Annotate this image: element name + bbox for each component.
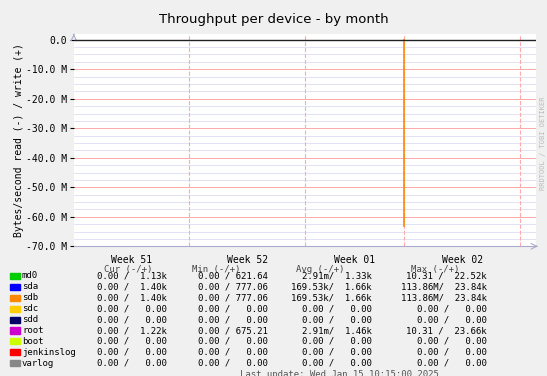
Text: 0.00 /   0.00: 0.00 / 0.00 [198, 315, 268, 324]
Text: 0.00 /   0.00: 0.00 / 0.00 [198, 337, 268, 346]
Text: 0.00 /   0.00: 0.00 / 0.00 [417, 337, 487, 346]
Text: 0.00 /   0.00: 0.00 / 0.00 [97, 348, 167, 357]
Text: Avg (-/+): Avg (-/+) [296, 265, 344, 274]
Text: jenkinslog: jenkinslog [22, 348, 75, 357]
Text: Week 51: Week 51 [111, 255, 152, 265]
Text: 0.00 / 777.06: 0.00 / 777.06 [198, 282, 268, 291]
Text: 0.00 / 675.21: 0.00 / 675.21 [198, 326, 268, 335]
Text: 113.86M/  23.84k: 113.86M/ 23.84k [401, 282, 487, 291]
Text: Week 01: Week 01 [334, 255, 375, 265]
Text: 169.53k/  1.66k: 169.53k/ 1.66k [292, 282, 372, 291]
Text: 0.00 /  1.40k: 0.00 / 1.40k [97, 282, 167, 291]
Text: sdb: sdb [22, 293, 38, 302]
Text: 0.00 / 777.06: 0.00 / 777.06 [198, 293, 268, 302]
Text: 0.00 /   0.00: 0.00 / 0.00 [417, 315, 487, 324]
Text: 0.00 /   0.00: 0.00 / 0.00 [417, 348, 487, 357]
Text: Cur (-/+): Cur (-/+) [104, 265, 153, 274]
Text: 0.00 /   0.00: 0.00 / 0.00 [97, 359, 167, 368]
Y-axis label: Bytes/second read (-) / write (+): Bytes/second read (-) / write (+) [14, 43, 25, 237]
Text: Week 52: Week 52 [226, 255, 267, 265]
Text: 0.00 /   0.00: 0.00 / 0.00 [417, 359, 487, 368]
Text: 2.91m/  1.46k: 2.91m/ 1.46k [302, 326, 372, 335]
Text: 0.00 /   0.00: 0.00 / 0.00 [302, 348, 372, 357]
Text: 0.00 /   0.00: 0.00 / 0.00 [198, 304, 268, 313]
Text: sda: sda [22, 282, 38, 291]
Text: 0.00 /   0.00: 0.00 / 0.00 [198, 348, 268, 357]
Text: RRDTOOL / TOBI OETIKER: RRDTOOL / TOBI OETIKER [540, 96, 546, 190]
Text: 10.31 /  22.52k: 10.31 / 22.52k [406, 271, 487, 280]
Text: 0.00 /   0.00: 0.00 / 0.00 [198, 359, 268, 368]
Text: root: root [22, 326, 43, 335]
Text: sdc: sdc [22, 304, 38, 313]
Text: varlog: varlog [22, 359, 54, 368]
Text: Week 02: Week 02 [441, 255, 482, 265]
Text: boot: boot [22, 337, 43, 346]
Text: 0.00 /   0.00: 0.00 / 0.00 [97, 315, 167, 324]
Text: 0.00 /  1.22k: 0.00 / 1.22k [97, 326, 167, 335]
Text: 0.00 /   0.00: 0.00 / 0.00 [417, 304, 487, 313]
Text: 113.86M/  23.84k: 113.86M/ 23.84k [401, 293, 487, 302]
Text: 0.00 / 621.64: 0.00 / 621.64 [198, 271, 268, 280]
Text: Last update: Wed Jan 15 10:15:00 2025: Last update: Wed Jan 15 10:15:00 2025 [240, 370, 439, 376]
Text: 10.31 /  23.66k: 10.31 / 23.66k [406, 326, 487, 335]
Text: 0.00 /   0.00: 0.00 / 0.00 [302, 315, 372, 324]
Text: 2.91m/  1.33k: 2.91m/ 1.33k [302, 271, 372, 280]
Text: 0.00 /   0.00: 0.00 / 0.00 [302, 304, 372, 313]
Text: Min (-/+): Min (-/+) [192, 265, 240, 274]
Text: 0.00 /  1.40k: 0.00 / 1.40k [97, 293, 167, 302]
Text: Max (-/+): Max (-/+) [411, 265, 459, 274]
Text: 0.00 /   0.00: 0.00 / 0.00 [302, 337, 372, 346]
Text: 0.00 /  1.13k: 0.00 / 1.13k [97, 271, 167, 280]
Text: Throughput per device - by month: Throughput per device - by month [159, 13, 388, 26]
Text: 0.00 /   0.00: 0.00 / 0.00 [302, 359, 372, 368]
Text: sdd: sdd [22, 315, 38, 324]
Text: 0.00 /   0.00: 0.00 / 0.00 [97, 337, 167, 346]
Text: 0.00 /   0.00: 0.00 / 0.00 [97, 304, 167, 313]
Text: md0: md0 [22, 271, 38, 280]
Text: 169.53k/  1.66k: 169.53k/ 1.66k [292, 293, 372, 302]
